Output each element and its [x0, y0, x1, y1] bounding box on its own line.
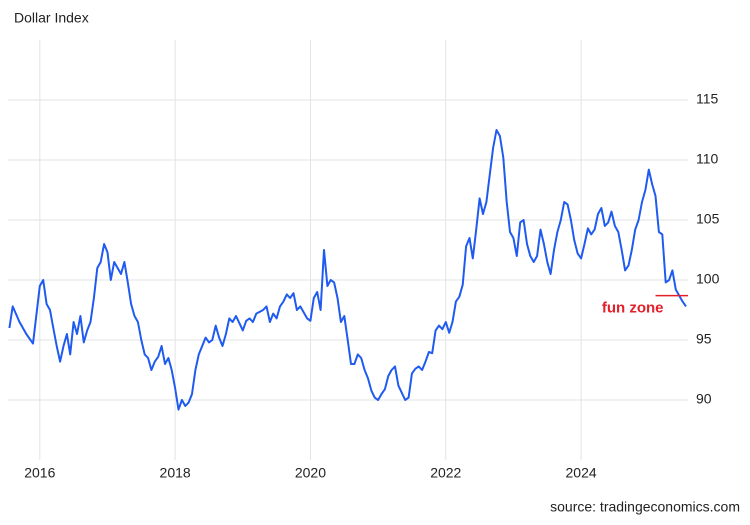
- annotation-label: fun zone: [602, 300, 664, 317]
- chart-title: Dollar Index: [14, 10, 89, 26]
- y-tick-label: 100: [696, 271, 720, 287]
- x-tick-label: 2020: [295, 465, 326, 481]
- y-tick-label: 95: [696, 331, 712, 347]
- data-line: [8, 129, 687, 411]
- y-tick-label: 110: [696, 151, 719, 167]
- x-tick-label: 2016: [24, 465, 55, 481]
- y-tick-label: 115: [696, 91, 719, 107]
- x-tick-label: 2018: [160, 465, 191, 481]
- x-tick-label: 2022: [430, 465, 461, 481]
- y-tick-label: 105: [696, 211, 720, 227]
- x-tick-label: 2024: [566, 465, 597, 481]
- y-tick-label: 90: [696, 391, 712, 407]
- source-note: source: tradingeconomics.com: [550, 499, 740, 515]
